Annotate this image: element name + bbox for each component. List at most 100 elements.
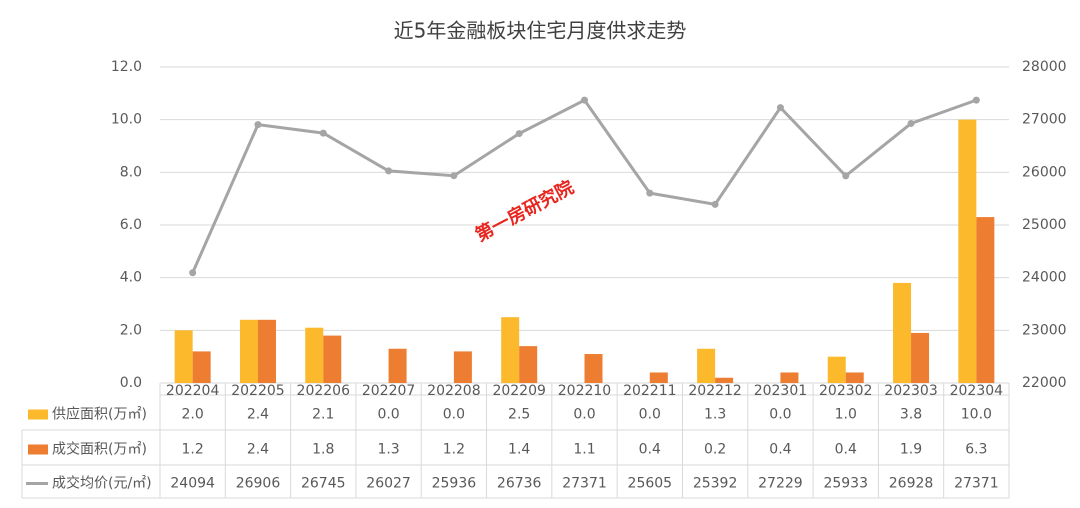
y2-tick-label: 27000	[1022, 112, 1067, 128]
point	[385, 167, 393, 175]
table-value: 1.3	[704, 407, 726, 423]
table-value: 0.4	[639, 442, 661, 458]
y2-tick-label: 23000	[1022, 322, 1067, 338]
table-value: 1.1	[573, 442, 595, 458]
x-tick-label: 202204	[166, 383, 220, 399]
chart-title: 近5年金融板块住宅月度供求走势	[394, 19, 687, 43]
y2-tick-label: 28000	[1022, 59, 1067, 75]
x-tick-label: 202211	[623, 383, 676, 399]
point	[776, 104, 784, 112]
bar	[715, 377, 734, 383]
legend-label: 成交面积(万㎡)	[52, 441, 147, 458]
bar	[323, 335, 342, 383]
y-tick-label: 4.0	[120, 270, 142, 286]
table-value: 2.4	[247, 442, 269, 458]
y-tick-label: 2.0	[120, 322, 142, 338]
x-tick-label: 202209	[492, 383, 545, 399]
point	[907, 119, 915, 127]
y-tick-label: 12.0	[111, 59, 142, 75]
x-tick-label: 202210	[558, 383, 611, 399]
table-value: 1.8	[312, 442, 334, 458]
table-value: 3.8	[900, 407, 922, 423]
table-value: 27371	[954, 476, 999, 492]
legend-swatch	[28, 444, 48, 455]
table-value: 0.0	[639, 407, 661, 423]
x-tick-label: 202212	[688, 383, 741, 399]
point	[254, 121, 262, 129]
table-value: 24094	[170, 476, 215, 492]
table-value: 26906	[236, 476, 281, 492]
table-value: 1.4	[508, 442, 530, 458]
y-tick-label: 10.0	[111, 112, 142, 128]
table-value: 26928	[889, 476, 934, 492]
table-value: 26736	[497, 476, 542, 492]
table-value: 0.0	[377, 407, 399, 423]
bar	[501, 317, 520, 383]
point	[842, 172, 850, 180]
y-tick-label: 6.0	[120, 217, 142, 233]
table-value: 2.1	[312, 407, 334, 423]
bar	[239, 319, 258, 383]
y-tick-label: 0.0	[120, 375, 142, 391]
watermark: 第一房研究院	[472, 176, 578, 246]
bar	[780, 372, 799, 383]
x-tick-label: 202301	[754, 383, 807, 399]
bar	[192, 351, 211, 383]
x-tick-label: 202302	[819, 383, 872, 399]
x-tick-label: 202206	[297, 383, 351, 399]
bar	[911, 332, 930, 383]
bar	[976, 217, 995, 383]
y-tick-label: 8.0	[120, 164, 142, 180]
y2-tick-label: 25000	[1022, 217, 1067, 233]
y2-tick-label: 26000	[1022, 164, 1067, 180]
table-value: 27229	[758, 476, 803, 492]
bar	[388, 348, 407, 383]
table-value: 0.2	[704, 442, 726, 458]
point	[319, 129, 327, 137]
table-value: 1.0	[835, 407, 857, 423]
bar	[893, 282, 912, 383]
x-tick-label: 202208	[427, 383, 480, 399]
table-value: 1.9	[900, 442, 922, 458]
table-value: 0.0	[443, 407, 465, 423]
point	[515, 130, 523, 138]
bar	[519, 346, 538, 383]
bar	[453, 351, 472, 383]
bar	[827, 356, 846, 383]
bar	[584, 354, 603, 383]
point	[581, 96, 588, 104]
table-value: 25605	[628, 476, 673, 492]
bar	[697, 348, 716, 383]
bar	[305, 327, 324, 383]
y2-tick-label: 22000	[1022, 375, 1067, 391]
x-tick-label: 202303	[884, 383, 937, 399]
legend-label: 成交均价(元/㎡)	[52, 475, 152, 492]
table-value: 10.0	[961, 407, 992, 423]
table-value: 6.3	[965, 442, 987, 458]
table-value: 0.4	[835, 442, 857, 458]
point	[972, 96, 980, 104]
table-value: 26027	[366, 476, 411, 492]
point	[189, 269, 197, 277]
table-value: 0.0	[573, 407, 595, 423]
legend-swatch	[28, 409, 48, 420]
line	[191, 98, 977, 274]
bar	[174, 330, 193, 383]
legend-label: 供应面积(万㎡)	[52, 406, 147, 423]
table-value: 1.2	[443, 442, 465, 458]
bar	[845, 372, 864, 383]
table-value: 2.5	[508, 407, 530, 423]
table-value: 2.4	[247, 407, 269, 423]
bar	[649, 372, 668, 383]
x-tick-label: 202205	[231, 383, 284, 399]
table-value: 27371	[562, 476, 607, 492]
table-value: 2.0	[182, 407, 204, 423]
bar	[958, 119, 977, 384]
table-value: 25392	[693, 476, 738, 492]
y2-tick-label: 24000	[1022, 270, 1067, 286]
bar	[257, 319, 276, 383]
x-tick-label: 202207	[362, 383, 415, 399]
x-tick-label: 202304	[950, 383, 1004, 399]
point	[711, 200, 719, 208]
